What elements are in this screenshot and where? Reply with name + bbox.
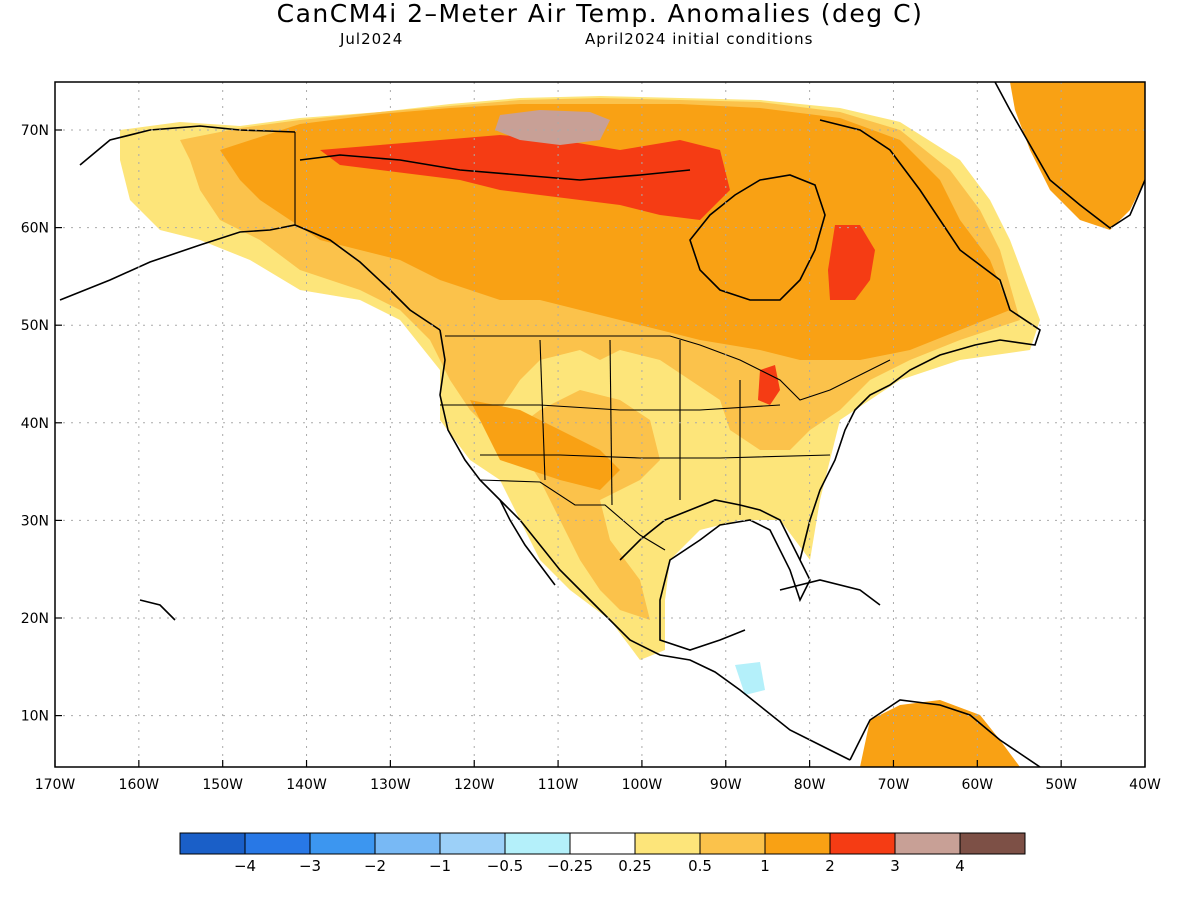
coastlines	[59, 82, 1145, 767]
anomaly-area-2-3-quebec	[828, 225, 875, 300]
initial-conditions: April2024 initial conditions	[585, 30, 814, 48]
anomaly-area-1-2-greenland	[1010, 82, 1145, 230]
colorbar-label: 4	[955, 857, 965, 875]
border-states-v1	[539, 339, 546, 481]
anomaly-area-3-4	[495, 110, 610, 145]
border-us-canada	[445, 335, 891, 401]
coast-gulf	[619, 499, 811, 651]
colorbar-swatch	[634, 832, 701, 855]
lon-label: 70W	[878, 777, 910, 793]
colorbar-label: 3	[890, 857, 900, 875]
colorbar	[179, 832, 1026, 855]
map-frame	[54, 81, 1146, 768]
colorbar-label: −0.5	[487, 857, 523, 875]
lat-label: 50N	[21, 318, 49, 334]
colorbar-swatch	[244, 832, 311, 855]
border-us-mexico	[479, 479, 666, 551]
colorbar-labels: −4 −3 −2 −1 −0.5 −0.25 0.25 0.5 1 2 3 4	[234, 857, 965, 875]
map-title: CanCM4i 2–Meter Air Temp. Anomalies (deg…	[276, 0, 924, 28]
colorbar-swatch	[569, 832, 636, 855]
coast-greenland	[994, 82, 1145, 229]
lon-label: 60W	[961, 777, 993, 793]
colorbar-label: 2	[825, 857, 835, 875]
colorbar-swatch	[439, 832, 506, 855]
colorbar-label: 0.5	[688, 857, 712, 875]
lon-label: 120W	[454, 777, 495, 793]
lon-label: 50W	[1045, 777, 1077, 793]
lon-label: 170W	[35, 777, 76, 793]
lon-label: 110W	[538, 777, 579, 793]
border-states-v2	[609, 339, 613, 506]
coast-cuba	[779, 579, 881, 606]
colorbar-swatch	[179, 832, 246, 855]
lon-label: 100W	[622, 777, 663, 793]
coast-arctic	[299, 154, 691, 181]
lat-label: 60N	[21, 221, 49, 237]
colorbar-swatch	[959, 832, 1026, 855]
lat-label: 70N	[21, 123, 49, 139]
colorbar-swatch	[764, 832, 831, 855]
lon-label: 40W	[1129, 777, 1161, 793]
lat-label: 10N	[21, 709, 49, 725]
border-states-h1	[440, 404, 781, 411]
anomaly-area-2-3-mich	[758, 365, 780, 405]
coast-alaska	[59, 224, 441, 331]
coast-hawaii	[139, 599, 176, 621]
latitude-labels: 70N 60N 50N 40N 30N 20N 10N	[21, 123, 62, 725]
lat-label: 40N	[21, 416, 49, 432]
anomaly-area-1-2-west	[470, 400, 620, 490]
lon-label: 160W	[119, 777, 160, 793]
lon-label: 90W	[710, 777, 742, 793]
anomaly-area-2-3	[320, 135, 730, 220]
colorbar-label: −3	[299, 857, 321, 875]
anomaly-shading	[120, 82, 1145, 767]
lat-label: 30N	[21, 513, 49, 529]
longitude-labels: 170W 160W 150W 140W 130W 120W 110W 100W 90W 80W 70…	[35, 760, 1161, 793]
coast-south-america	[849, 699, 1041, 767]
coast-atlantic	[799, 119, 1041, 561]
colorbar-label: 0.25	[618, 857, 651, 875]
lon-label: 140W	[286, 777, 327, 793]
colorbar-label: −0.25	[547, 857, 593, 875]
anomaly-area-neg	[735, 662, 765, 695]
colorbar-label: −4	[234, 857, 256, 875]
graticule	[55, 82, 1145, 767]
border-states-h2	[480, 454, 831, 459]
colorbar-swatch	[504, 832, 571, 855]
coast-baja	[499, 499, 556, 586]
lat-label: 20N	[21, 611, 49, 627]
political-borders	[294, 132, 891, 551]
colorbar-label: −2	[364, 857, 386, 875]
coast-alaska-north	[79, 125, 296, 166]
coast-pacific-us	[439, 329, 851, 761]
lon-label: 150W	[202, 777, 243, 793]
anomaly-area-1-2-sa	[860, 700, 1020, 767]
lon-label: 130W	[370, 777, 411, 793]
colorbar-label: −1	[429, 857, 451, 875]
forecast-month: Jul2024	[340, 30, 404, 48]
colorbar-swatch	[309, 832, 376, 855]
colorbar-swatch	[699, 832, 766, 855]
colorbar-swatch	[374, 832, 441, 855]
colorbar-swatch	[829, 832, 896, 855]
coast-hudson-bay	[689, 174, 826, 301]
lon-label: 80W	[794, 777, 826, 793]
colorbar-swatch	[894, 832, 961, 855]
colorbar-label: 1	[760, 857, 770, 875]
